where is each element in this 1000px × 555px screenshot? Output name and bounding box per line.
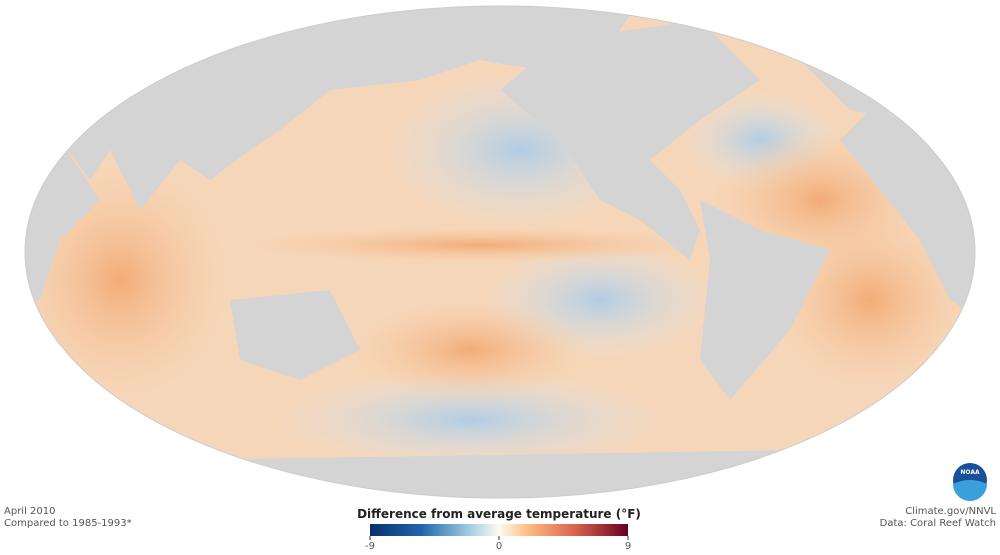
baseline-label: Compared to 1985-1993*: [4, 518, 132, 529]
globe-outline: [24, 5, 976, 499]
colorbar-tick-label: 0: [496, 541, 502, 552]
colorbar: [370, 524, 628, 536]
source-credit: Climate.gov/NNVL: [905, 506, 996, 517]
colorbar-tick-label: -9: [365, 541, 375, 552]
data-credit: Data: Coral Reef Watch: [880, 518, 996, 529]
noaa-logo: NOAA: [953, 463, 987, 501]
legend-title: Difference from average temperature (°F): [357, 507, 641, 521]
colorbar-ticks: -9 0 9: [365, 536, 631, 552]
logo-text: NOAA: [960, 469, 980, 476]
colorbar-tick-label: 9: [625, 541, 631, 552]
date-label: April 2010: [4, 506, 55, 517]
